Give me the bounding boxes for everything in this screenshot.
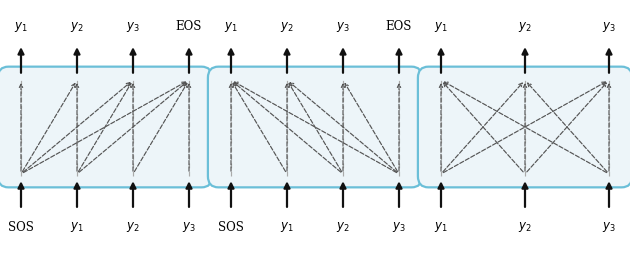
Text: $y_{1}$: $y_{1}$	[434, 220, 448, 234]
Text: $y_{1}$: $y_{1}$	[280, 220, 294, 234]
FancyArrowPatch shape	[522, 184, 527, 207]
FancyArrowPatch shape	[130, 50, 135, 73]
FancyArrowPatch shape	[285, 50, 290, 73]
FancyBboxPatch shape	[418, 67, 630, 187]
FancyArrowPatch shape	[130, 184, 135, 207]
FancyArrowPatch shape	[18, 50, 23, 73]
Text: EOS: EOS	[176, 20, 202, 33]
FancyArrowPatch shape	[18, 184, 23, 207]
FancyBboxPatch shape	[0, 67, 212, 187]
Text: $y_{2}$: $y_{2}$	[126, 220, 140, 234]
Text: $y_{3}$: $y_{3}$	[126, 20, 140, 34]
FancyArrowPatch shape	[607, 50, 612, 73]
FancyArrowPatch shape	[438, 184, 444, 207]
Text: $y_{2}$: $y_{2}$	[518, 20, 532, 34]
FancyArrowPatch shape	[74, 50, 79, 73]
FancyArrowPatch shape	[340, 184, 345, 207]
FancyArrowPatch shape	[522, 50, 527, 73]
FancyArrowPatch shape	[186, 184, 192, 207]
Text: $y_{3}$: $y_{3}$	[182, 220, 196, 234]
Text: $y_{2}$: $y_{2}$	[336, 220, 350, 234]
Text: $y_{1}$: $y_{1}$	[434, 20, 448, 34]
Text: SOS: SOS	[8, 221, 34, 234]
Text: $y_{3}$: $y_{3}$	[602, 220, 616, 234]
Text: $y_{1}$: $y_{1}$	[14, 20, 28, 34]
Text: $y_{3}$: $y_{3}$	[602, 20, 616, 34]
Text: $y_{2}$: $y_{2}$	[70, 20, 84, 34]
Text: $y_{2}$: $y_{2}$	[280, 20, 294, 34]
Text: $y_{1}$: $y_{1}$	[224, 20, 238, 34]
Text: $y_{2}$: $y_{2}$	[518, 220, 532, 234]
Text: SOS: SOS	[218, 221, 244, 234]
FancyArrowPatch shape	[186, 50, 192, 73]
FancyArrowPatch shape	[229, 184, 234, 207]
FancyArrowPatch shape	[438, 50, 444, 73]
Text: $y_{1}$: $y_{1}$	[70, 220, 84, 234]
FancyArrowPatch shape	[229, 50, 234, 73]
FancyBboxPatch shape	[208, 67, 422, 187]
FancyArrowPatch shape	[340, 50, 345, 73]
FancyArrowPatch shape	[607, 184, 612, 207]
FancyArrowPatch shape	[396, 184, 401, 207]
Text: $y_{3}$: $y_{3}$	[392, 220, 406, 234]
FancyArrowPatch shape	[396, 50, 401, 73]
FancyArrowPatch shape	[74, 184, 79, 207]
FancyArrowPatch shape	[285, 184, 290, 207]
Text: EOS: EOS	[386, 20, 412, 33]
Text: $y_{3}$: $y_{3}$	[336, 20, 350, 34]
